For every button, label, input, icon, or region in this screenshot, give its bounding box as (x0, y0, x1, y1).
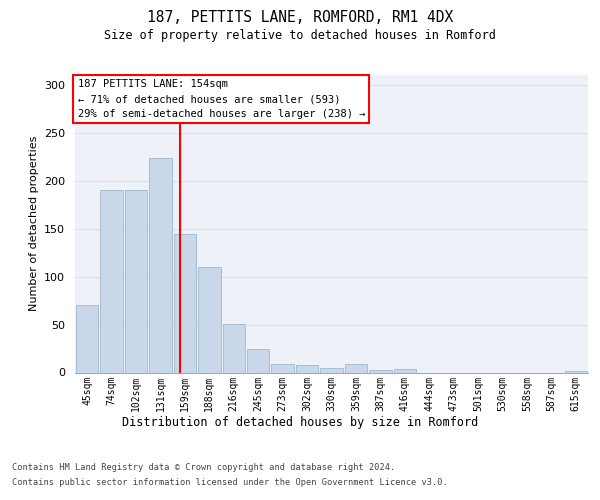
Text: Contains public sector information licensed under the Open Government Licence v3: Contains public sector information licen… (12, 478, 448, 487)
Bar (394, 368, 416, 372)
Text: Distribution of detached houses by size in Romford: Distribution of detached houses by size … (122, 416, 478, 429)
Text: Size of property relative to detached houses in Romford: Size of property relative to detached ho… (104, 30, 496, 43)
Bar (198, 267, 221, 372)
Bar (271, 364, 294, 372)
Y-axis label: Number of detached properties: Number of detached properties (29, 136, 38, 312)
Bar (344, 364, 367, 372)
Bar (76, 306, 98, 372)
Bar (100, 190, 123, 372)
Text: 187 PETTITS LANE: 154sqm
← 71% of detached houses are smaller (593)
29% of semi-: 187 PETTITS LANE: 154sqm ← 71% of detach… (77, 80, 365, 119)
Text: 187, PETTITS LANE, ROMFORD, RM1 4DX: 187, PETTITS LANE, ROMFORD, RM1 4DX (147, 10, 453, 25)
Bar (223, 324, 245, 372)
Bar (369, 370, 392, 372)
Bar (173, 234, 196, 372)
Bar (125, 190, 148, 372)
Bar (296, 365, 319, 372)
Text: Contains HM Land Registry data © Crown copyright and database right 2024.: Contains HM Land Registry data © Crown c… (12, 463, 395, 472)
Bar (320, 368, 343, 372)
Bar (247, 348, 269, 372)
Bar (149, 158, 172, 372)
Bar (565, 370, 587, 372)
